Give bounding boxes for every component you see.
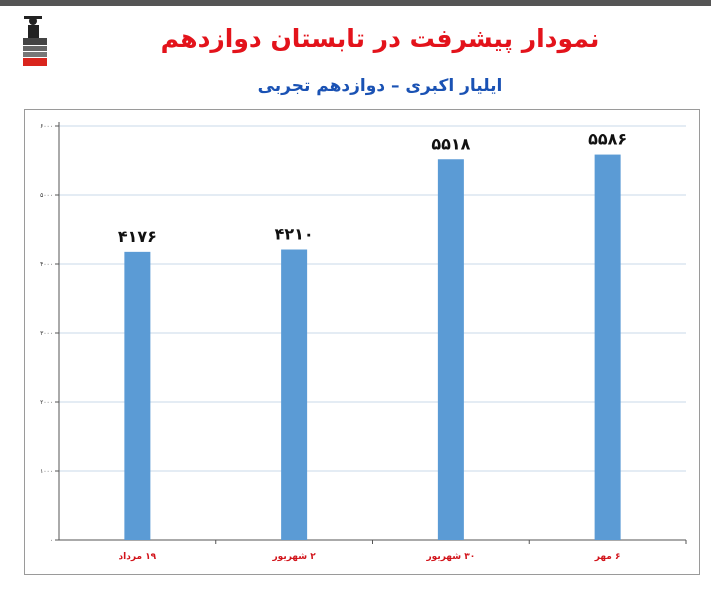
x-tick-label: ۱۹ مرداد: [119, 552, 157, 562]
chart-subtitle: ایلیار اکبری – دوازدهم تجربی: [257, 76, 503, 96]
logo-icon: [23, 16, 47, 66]
y-tick-label: ۱۰۰۰: [40, 468, 53, 475]
bar: [124, 251, 151, 540]
data-label: ۵۵۸۶: [588, 130, 627, 149]
y-tick-label: ۵۰۰۰: [40, 192, 53, 199]
chart-frame: [24, 109, 700, 575]
y-tick-label: ۰: [50, 537, 53, 544]
chart-title: نمودار پیشرفت در تابستان دوازدهم: [160, 24, 600, 53]
x-tick-label: ۲ شهریور: [272, 552, 317, 562]
data-label: ۴۲۱۰: [275, 225, 314, 244]
y-tick-label: ۲۰۰۰: [40, 399, 53, 406]
x-tick-label: ۳۰ شهریور: [426, 552, 476, 562]
bar: [437, 159, 464, 540]
bar: [594, 154, 621, 541]
top-bar: [0, 0, 711, 6]
x-tick-label: ۶ مهر: [594, 552, 621, 562]
y-tick-label: ۶۰۰۰: [40, 123, 53, 130]
y-tick-label: ۳۰۰۰: [40, 330, 53, 337]
y-tick-label: ۴۰۰۰: [40, 261, 53, 268]
data-label: ۴۱۷۶: [118, 227, 157, 246]
bar: [281, 249, 308, 540]
data-label: ۵۵۱۸: [431, 134, 470, 153]
